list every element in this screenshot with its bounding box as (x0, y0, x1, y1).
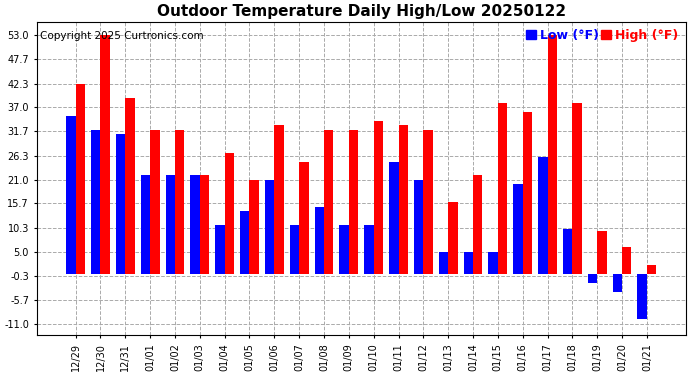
Bar (324, 130, 333, 274)
Bar (439, 252, 449, 274)
Bar (622, 247, 631, 274)
Bar (250, 180, 259, 274)
Bar (598, 231, 607, 274)
Bar (150, 130, 159, 274)
Bar (339, 225, 349, 274)
Bar (374, 121, 383, 274)
Bar (498, 103, 507, 274)
Bar (175, 130, 184, 274)
Bar (141, 175, 150, 274)
Bar (588, 274, 598, 284)
Bar (265, 180, 275, 274)
Bar (364, 225, 374, 274)
Bar (573, 103, 582, 274)
Bar (215, 225, 225, 274)
Bar (513, 184, 523, 274)
Bar (563, 229, 573, 274)
Legend: Low (°F), High (°F): Low (°F), High (°F) (525, 28, 680, 44)
Bar (200, 175, 209, 274)
Bar (190, 175, 200, 274)
Bar (91, 130, 101, 274)
Bar (290, 225, 299, 274)
Bar (76, 84, 85, 274)
Bar (389, 162, 399, 274)
Bar (448, 202, 457, 274)
Bar (101, 35, 110, 274)
Bar (548, 35, 557, 274)
Bar (523, 112, 532, 274)
Bar (315, 207, 324, 274)
Bar (638, 274, 647, 320)
Bar (275, 126, 284, 274)
Bar (424, 130, 433, 274)
Bar (349, 130, 358, 274)
Bar (538, 157, 548, 274)
Bar (414, 180, 424, 274)
Bar (116, 135, 126, 274)
Title: Outdoor Temperature Daily High/Low 20250122: Outdoor Temperature Daily High/Low 20250… (157, 4, 566, 19)
Bar (613, 274, 622, 292)
Bar (489, 252, 498, 274)
Bar (464, 252, 473, 274)
Bar (473, 175, 482, 274)
Bar (166, 175, 175, 274)
Bar (240, 211, 250, 274)
Bar (399, 126, 408, 274)
Bar (126, 98, 135, 274)
Bar (225, 153, 234, 274)
Bar (66, 117, 76, 274)
Bar (299, 162, 308, 274)
Text: Copyright 2025 Curtronics.com: Copyright 2025 Curtronics.com (40, 31, 204, 41)
Bar (647, 265, 656, 274)
